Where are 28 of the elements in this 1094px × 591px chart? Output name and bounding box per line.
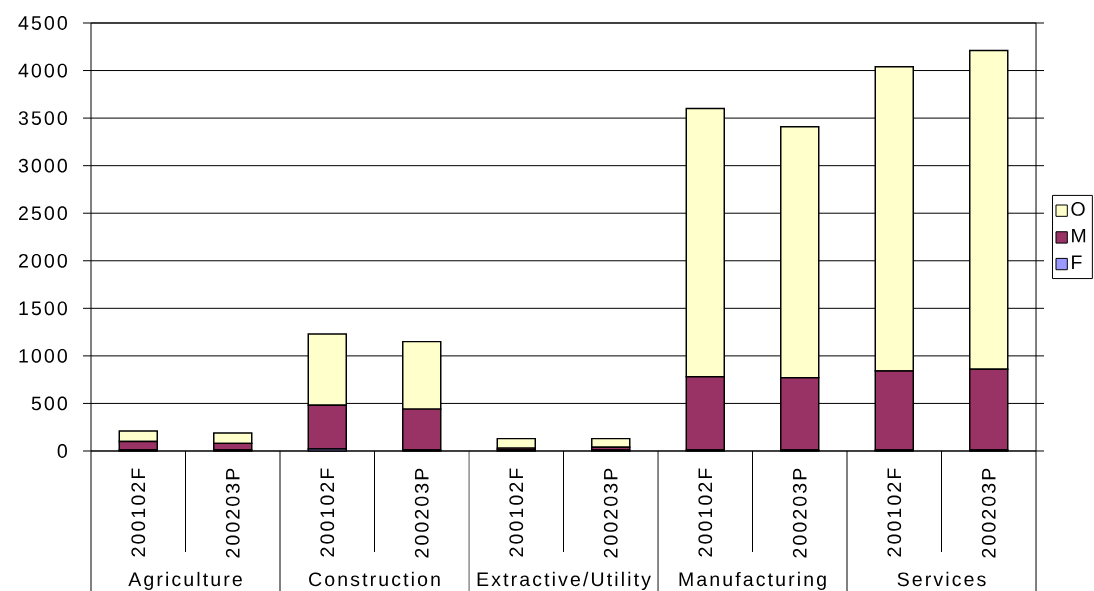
x-tick-label: 200203P (225, 468, 240, 558)
y-tick-label: 3000 (18, 158, 67, 173)
x-tick-label: 200102F (698, 468, 713, 557)
y-tick-label: 4000 (18, 63, 67, 78)
x-tick-label: 200102F (887, 468, 902, 557)
y-tick-label: 2000 (19, 253, 67, 268)
y-tick-label: 1500 (19, 301, 67, 316)
text: Agriculture (128, 571, 242, 591)
y-tick-label: 4500 (18, 16, 67, 30)
legend-label: M (1072, 228, 1086, 243)
x-tick-label: 200203P (981, 468, 996, 558)
x-tick-label: 200203P (414, 468, 429, 558)
y-tick-label: 1000 (19, 348, 67, 363)
y-tick-label: 500 (31, 396, 67, 411)
x-tick-label: 200203P (603, 468, 618, 558)
legend-label: F (1072, 255, 1082, 269)
x-tick-label: 200203P (792, 468, 807, 558)
text: Construction (309, 571, 440, 587)
y-tick-label: 2500 (19, 206, 67, 221)
x-tick-label: 200102F (509, 468, 524, 557)
x-tick-label: 200102F (320, 468, 335, 557)
x-tick-label: 200102F (131, 468, 146, 557)
text: Extractive/Utility (477, 571, 651, 591)
y-tick-label: 3500 (18, 111, 67, 125)
text: Manufacturing (679, 571, 826, 591)
text: Services (897, 571, 986, 587)
legend-label: O (1071, 202, 1085, 216)
y-tick-label: 0 (57, 444, 67, 458)
